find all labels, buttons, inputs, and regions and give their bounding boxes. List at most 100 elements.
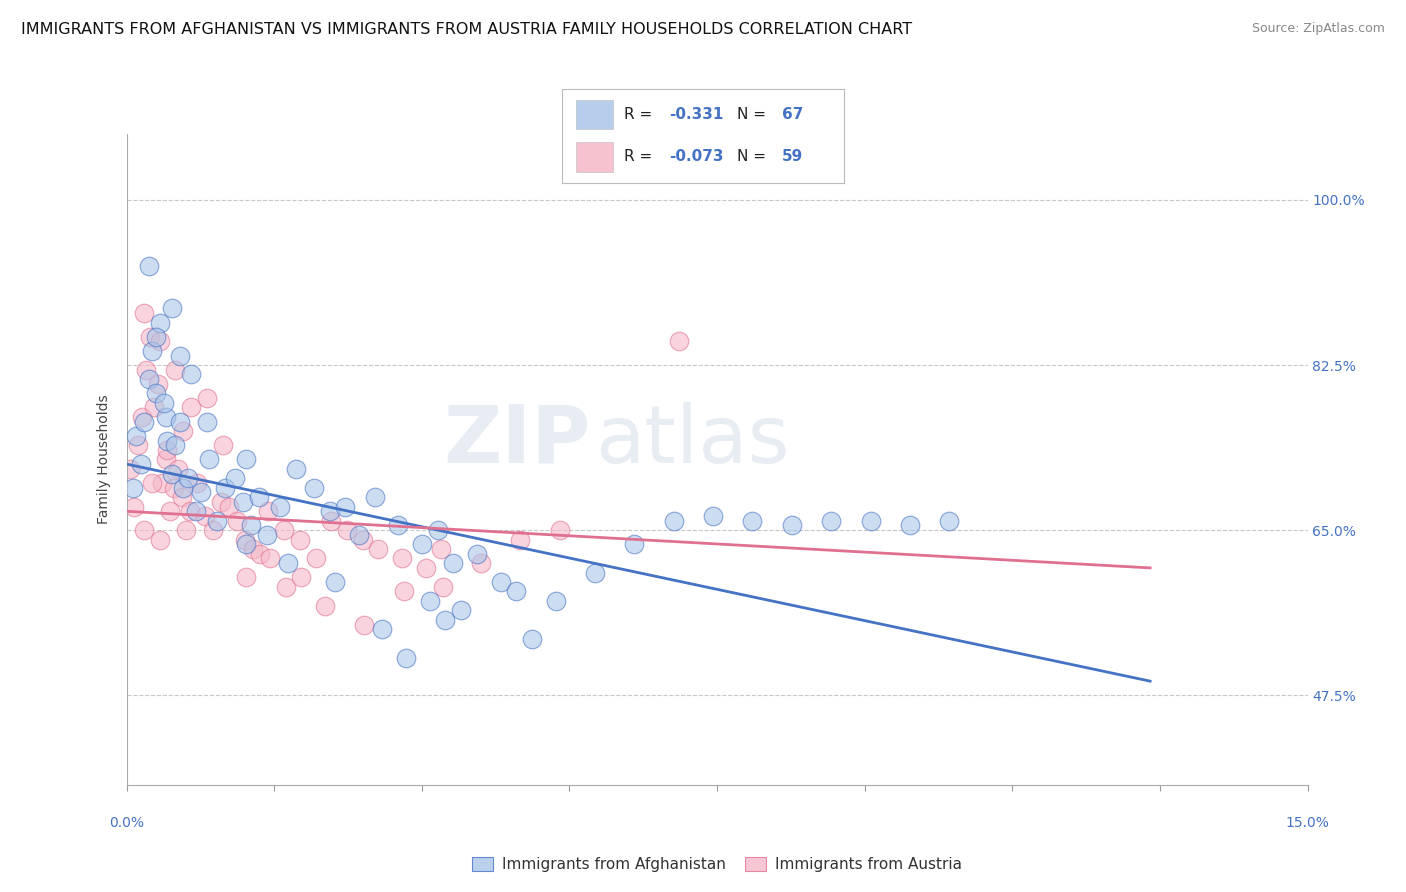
Point xyxy=(702,508,724,523)
Point xyxy=(163,481,186,495)
Point xyxy=(426,523,449,537)
Point xyxy=(450,603,472,617)
Point xyxy=(256,528,278,542)
Point xyxy=(232,495,254,509)
Point xyxy=(274,580,297,594)
Point xyxy=(470,556,492,570)
Point xyxy=(288,533,311,547)
Point xyxy=(257,504,280,518)
Point xyxy=(323,575,346,590)
Point xyxy=(432,580,454,594)
Point xyxy=(218,500,240,514)
Point xyxy=(520,632,543,646)
Point xyxy=(143,401,166,415)
Point xyxy=(141,475,163,490)
Point xyxy=(780,518,803,533)
Point xyxy=(434,613,457,627)
Point xyxy=(335,500,357,514)
Point xyxy=(179,504,201,518)
Point xyxy=(465,547,488,561)
Point xyxy=(938,514,960,528)
Point xyxy=(177,471,200,485)
Point xyxy=(180,368,202,382)
FancyBboxPatch shape xyxy=(576,100,613,129)
Point xyxy=(150,475,173,490)
Point xyxy=(170,490,193,504)
Point xyxy=(149,334,172,349)
Point xyxy=(290,570,312,584)
Point xyxy=(145,329,167,343)
Point xyxy=(155,409,177,424)
Point xyxy=(202,523,225,537)
Point xyxy=(205,514,228,528)
Point xyxy=(235,452,257,467)
Point xyxy=(430,542,453,557)
Point xyxy=(233,533,256,547)
Point xyxy=(668,334,690,349)
Text: -0.331: -0.331 xyxy=(669,107,724,122)
Point xyxy=(132,523,155,537)
Point xyxy=(153,396,176,410)
Point xyxy=(139,329,162,343)
Point xyxy=(166,462,188,476)
Point xyxy=(195,415,218,429)
Text: atlas: atlas xyxy=(595,402,789,480)
Point xyxy=(391,551,413,566)
Text: 59: 59 xyxy=(782,149,803,164)
Point xyxy=(277,556,299,570)
Point xyxy=(141,343,163,358)
Point xyxy=(184,504,207,518)
Point xyxy=(186,475,208,490)
Point xyxy=(318,504,340,518)
Point xyxy=(145,386,167,401)
Point xyxy=(180,401,202,415)
Text: N =: N = xyxy=(737,149,770,164)
Point xyxy=(172,481,194,495)
Point xyxy=(419,594,441,608)
Point xyxy=(273,523,295,537)
Point xyxy=(165,438,187,452)
Point xyxy=(387,518,409,533)
Point xyxy=(138,372,160,386)
Point xyxy=(239,518,262,533)
Point xyxy=(125,429,148,443)
Point xyxy=(132,415,155,429)
Point xyxy=(269,500,291,514)
Point xyxy=(169,415,191,429)
Point xyxy=(211,438,233,452)
Point xyxy=(623,537,645,551)
Point xyxy=(156,434,179,448)
Y-axis label: Family Households: Family Households xyxy=(97,394,111,524)
Point xyxy=(131,409,153,424)
Point xyxy=(284,462,307,476)
Point xyxy=(235,537,257,551)
Text: 15.0%: 15.0% xyxy=(1285,816,1330,830)
Point xyxy=(505,584,527,599)
Point xyxy=(489,575,512,590)
Point xyxy=(544,594,567,608)
Point xyxy=(415,561,437,575)
Point xyxy=(195,391,218,405)
Point xyxy=(120,462,142,476)
Point xyxy=(235,570,257,584)
Point xyxy=(214,481,236,495)
Point xyxy=(314,599,336,613)
Point xyxy=(156,442,179,457)
Point xyxy=(249,547,271,561)
Point xyxy=(146,376,169,391)
Point xyxy=(160,467,183,481)
Point xyxy=(190,485,212,500)
Point xyxy=(194,508,217,523)
Text: 67: 67 xyxy=(782,107,803,122)
Point xyxy=(159,504,181,518)
FancyBboxPatch shape xyxy=(576,142,613,171)
Point xyxy=(165,362,187,376)
Point xyxy=(132,306,155,320)
Point xyxy=(352,533,374,547)
Point xyxy=(259,551,281,566)
Point xyxy=(209,495,232,509)
Point xyxy=(347,528,370,542)
Point xyxy=(392,584,415,599)
Point xyxy=(127,438,149,452)
Point xyxy=(336,523,359,537)
